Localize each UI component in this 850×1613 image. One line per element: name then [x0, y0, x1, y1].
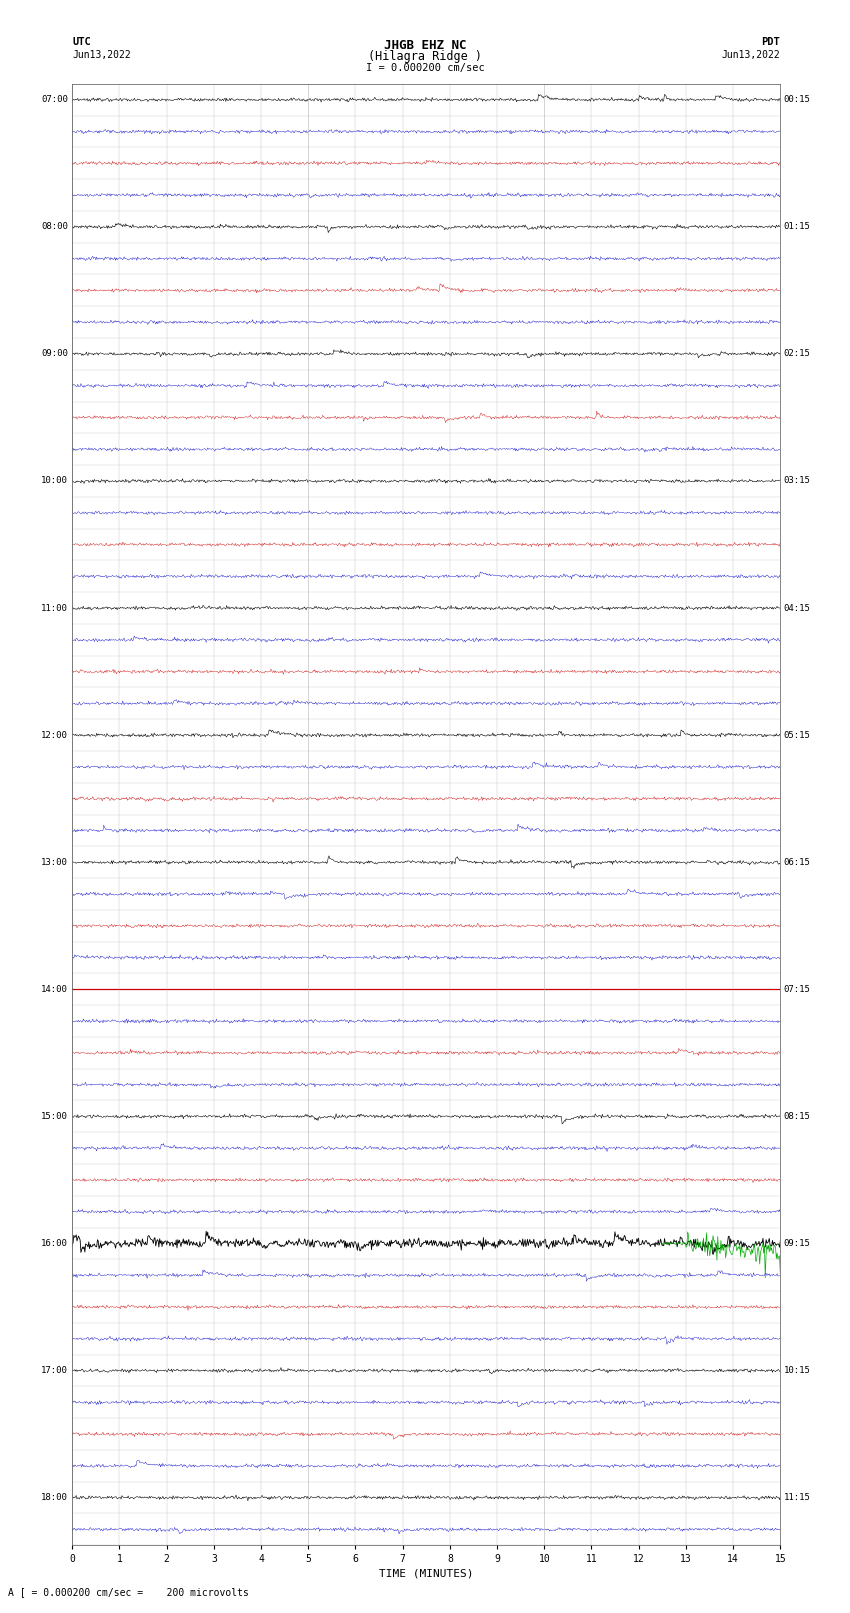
Text: 11:15: 11:15 — [784, 1494, 811, 1502]
Text: 02:15: 02:15 — [784, 350, 811, 358]
Text: 05:15: 05:15 — [784, 731, 811, 740]
Text: 07:15: 07:15 — [784, 986, 811, 994]
Text: PDT: PDT — [762, 37, 780, 47]
Text: 08:00: 08:00 — [41, 223, 68, 231]
Text: 08:15: 08:15 — [784, 1111, 811, 1121]
Text: 10:15: 10:15 — [784, 1366, 811, 1374]
X-axis label: TIME (MINUTES): TIME (MINUTES) — [379, 1568, 473, 1579]
Text: Jun13,2022: Jun13,2022 — [722, 50, 780, 60]
Text: 07:00: 07:00 — [41, 95, 68, 105]
Text: 13:00: 13:00 — [41, 858, 68, 866]
Text: 04:15: 04:15 — [784, 603, 811, 613]
Text: 16:00: 16:00 — [41, 1239, 68, 1248]
Text: 14:00: 14:00 — [41, 986, 68, 994]
Text: 06:15: 06:15 — [784, 858, 811, 866]
Text: JHGB EHZ NC: JHGB EHZ NC — [383, 39, 467, 52]
Text: 15:00: 15:00 — [41, 1111, 68, 1121]
Text: 00:15: 00:15 — [784, 95, 811, 105]
Text: 18:00: 18:00 — [41, 1494, 68, 1502]
Text: 17:00: 17:00 — [41, 1366, 68, 1374]
Text: UTC: UTC — [72, 37, 91, 47]
Text: (Hilagra Ridge ): (Hilagra Ridge ) — [368, 50, 482, 63]
Text: 09:00: 09:00 — [41, 350, 68, 358]
Text: 01:15: 01:15 — [784, 223, 811, 231]
Text: 11:00: 11:00 — [41, 603, 68, 613]
Text: 12:00: 12:00 — [41, 731, 68, 740]
Text: 09:15: 09:15 — [784, 1239, 811, 1248]
Text: A [ = 0.000200 cm/sec =    200 microvolts: A [ = 0.000200 cm/sec = 200 microvolts — [8, 1587, 249, 1597]
Text: 03:15: 03:15 — [784, 476, 811, 486]
Text: Jun13,2022: Jun13,2022 — [72, 50, 131, 60]
Text: 10:00: 10:00 — [41, 476, 68, 486]
Text: I = 0.000200 cm/sec: I = 0.000200 cm/sec — [366, 63, 484, 73]
